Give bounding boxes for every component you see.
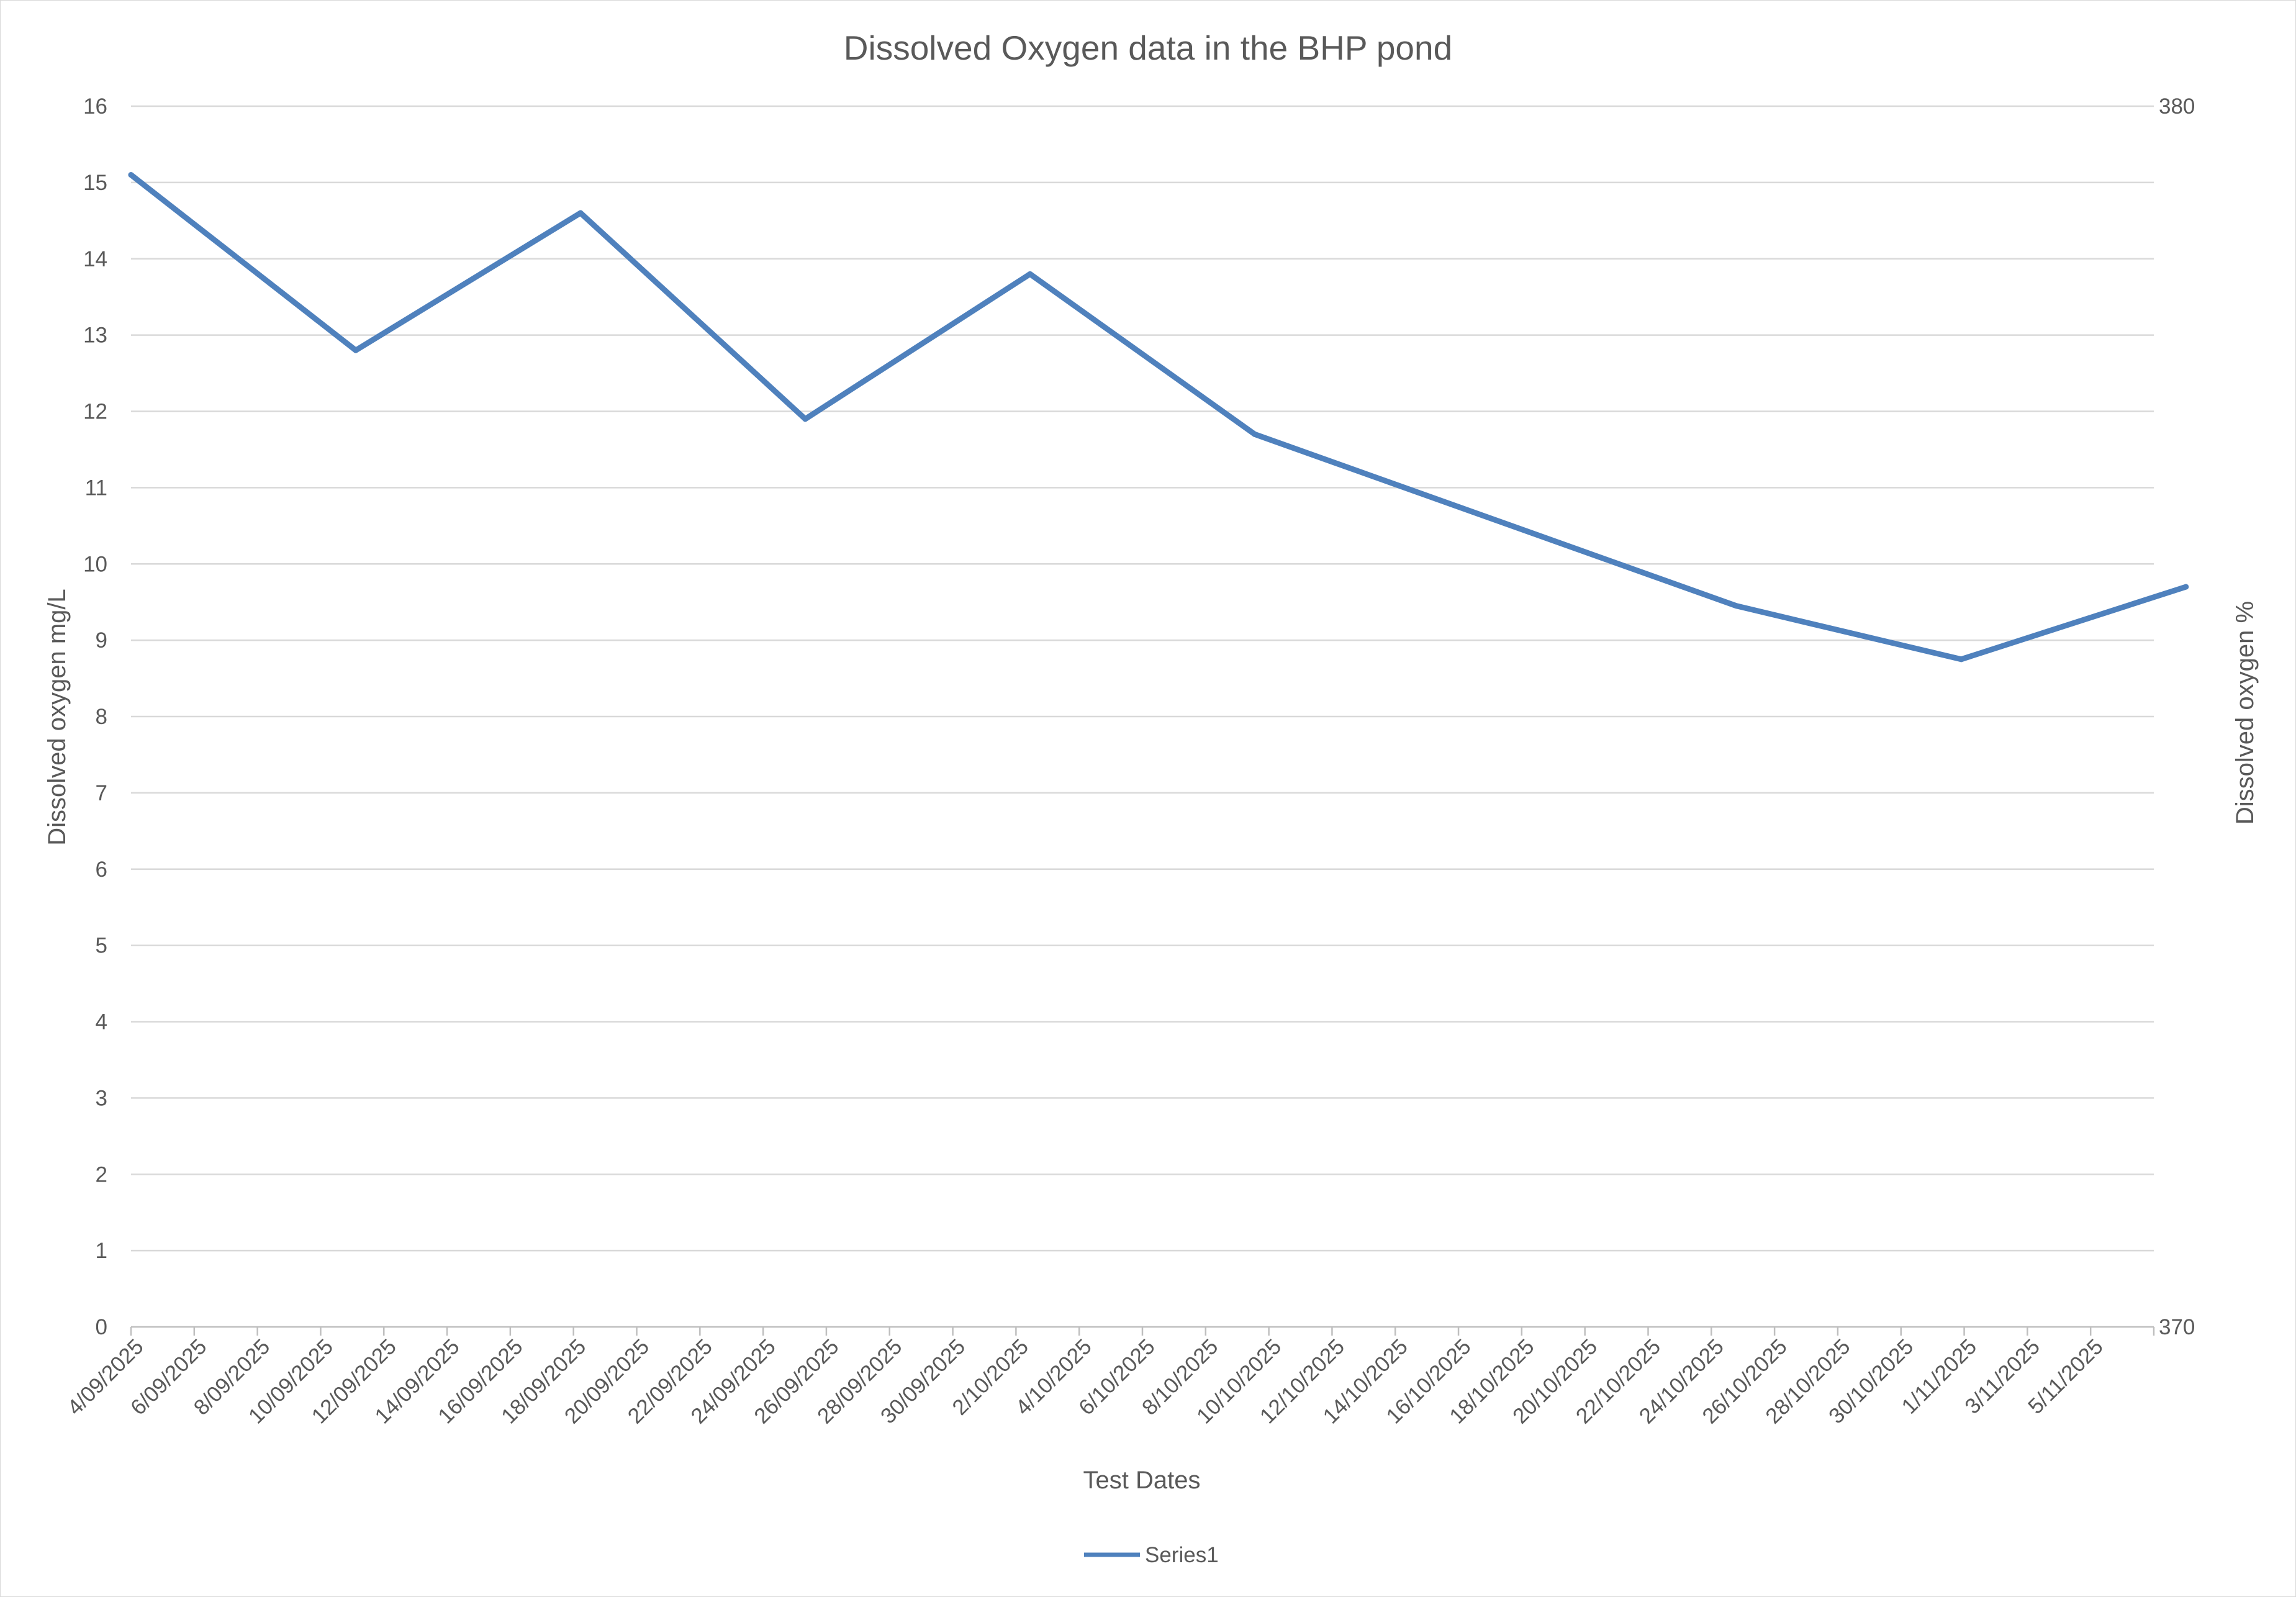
chart-title: Dissolved Oxygen data in the BHP pond (844, 29, 1452, 67)
y-tick-label: 10 (83, 552, 107, 576)
gridlines (131, 105, 2154, 1252)
y-tick-label: 13 (83, 323, 107, 348)
series-layer (128, 172, 2189, 663)
data-point (128, 172, 134, 178)
y-tick-label: 11 (85, 476, 107, 500)
y-tick-label: 14 (83, 247, 107, 271)
data-point (1958, 656, 1964, 663)
y-tick-label: 0 (96, 1315, 107, 1339)
data-point (1733, 603, 1740, 609)
legend-label-series1: Series1 (1145, 1543, 1219, 1567)
data-point (1027, 271, 1033, 277)
y-tick-label: 4 (96, 1010, 107, 1034)
y-axis-title: Dissolved oxygen mg/L (43, 589, 71, 846)
y-tick-label: 6 (96, 857, 107, 882)
series-line-1 (128, 172, 2189, 663)
data-point (1252, 431, 1258, 437)
data-point (353, 347, 359, 353)
y-tick-label: 1 (96, 1239, 107, 1263)
y-tick-label: 2 (96, 1162, 107, 1187)
y-tick-label: 15 (83, 171, 107, 195)
y-tick-label: 7 (96, 781, 107, 805)
data-point (2183, 584, 2189, 590)
secondary-y-tick-label: 380 (2159, 94, 2195, 119)
y-tick-label: 3 (96, 1086, 107, 1110)
y-tick-label: 5 (96, 934, 107, 958)
legend: Series1 (1084, 1543, 1219, 1567)
y-tick-label: 16 (83, 94, 107, 119)
x-axis-ticks: 4/09/20256/09/20258/09/202510/09/202512/… (63, 1327, 2155, 1429)
secondary-y-tick-label: 370 (2159, 1315, 2195, 1339)
y-tick-label: 12 (83, 400, 107, 424)
x-axis-title: Test Dates (1083, 1467, 1201, 1494)
secondary-y-axis-ticks: 380 370 (2159, 94, 2195, 1339)
secondary-y-axis-title: Dissolved oxygen % (2231, 601, 2259, 825)
data-point (577, 210, 584, 216)
y-tick-label: 9 (96, 628, 107, 653)
y-tick-label: 8 (96, 705, 107, 729)
data-point (802, 416, 808, 422)
